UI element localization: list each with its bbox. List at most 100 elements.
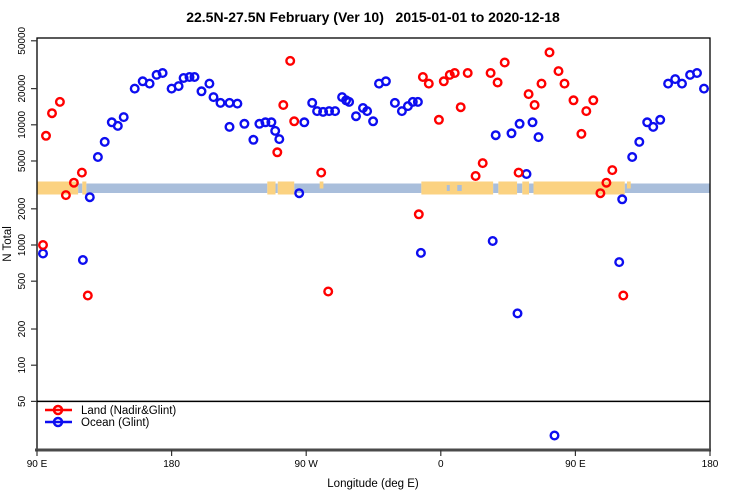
- data-point: [581, 106, 592, 117]
- legend-ocean-label: Ocean (Glint): [81, 417, 150, 429]
- data-point: [544, 47, 555, 58]
- data-point: [92, 151, 103, 162]
- data-point: [299, 117, 310, 128]
- data-point: [492, 77, 503, 88]
- data-point: [248, 134, 259, 145]
- band-overlay-land: [319, 181, 324, 189]
- data-point: [380, 76, 391, 87]
- data-point: [607, 165, 618, 176]
- band-overlay-land: [626, 181, 631, 189]
- data-point: [47, 108, 58, 119]
- data-point: [274, 134, 285, 145]
- data-point: [224, 121, 235, 132]
- data-point: [368, 116, 379, 127]
- data-point: [189, 71, 200, 82]
- data-point: [444, 69, 455, 80]
- data-point: [38, 248, 49, 259]
- x-tick-label: 180: [702, 459, 719, 470]
- data-point: [529, 99, 540, 110]
- data-point: [232, 98, 243, 109]
- data-point: [196, 86, 207, 97]
- data-point: [576, 128, 587, 139]
- data-point: [601, 177, 612, 188]
- band-segment-ocean: [78, 183, 83, 193]
- data-point: [324, 106, 335, 117]
- data-point: [318, 106, 329, 117]
- band-overlay-ocean: [446, 185, 450, 191]
- data-point: [254, 118, 265, 129]
- data-point: [655, 114, 666, 125]
- data-point: [157, 67, 168, 78]
- data-point: [407, 96, 418, 107]
- data-point: [487, 235, 498, 246]
- data-point: [266, 117, 277, 128]
- land-series: [38, 47, 629, 301]
- data-point: [521, 168, 532, 179]
- band-segment-land: [498, 181, 518, 195]
- data-point: [77, 255, 88, 266]
- band-segment-ocean: [275, 183, 278, 193]
- data-point: [523, 89, 534, 100]
- band-overlay-ocean: [457, 185, 462, 191]
- data-point: [627, 151, 638, 162]
- data-point: [68, 177, 79, 188]
- data-point: [513, 167, 524, 178]
- data-point: [490, 130, 501, 141]
- data-point: [118, 112, 129, 123]
- band-segment-land: [267, 181, 276, 195]
- data-point: [553, 66, 564, 77]
- data-point: [648, 121, 659, 132]
- y-tick-label: 20000: [17, 74, 28, 102]
- data-point: [413, 209, 424, 220]
- band-segment-ocean: [86, 183, 268, 193]
- data-point: [316, 167, 327, 178]
- data-point: [533, 132, 544, 143]
- data-point: [60, 190, 71, 201]
- data-point: [692, 67, 703, 78]
- data-point: [618, 290, 629, 301]
- data-point: [670, 74, 681, 85]
- data-point: [270, 125, 281, 136]
- legend-land-label: Land (Nadir&Glint): [81, 405, 176, 417]
- data-point: [312, 106, 323, 117]
- data-point: [41, 130, 52, 141]
- data-point: [344, 96, 355, 107]
- y-tick-label: 50000: [17, 26, 28, 54]
- data-point: [204, 78, 215, 89]
- band-segment-ocean: [529, 183, 534, 193]
- data-point: [362, 106, 373, 117]
- x-axis-label: Longitude (deg E): [327, 478, 419, 490]
- data-point: [173, 81, 184, 92]
- band-segment-land: [82, 181, 87, 195]
- data-point: [54, 96, 65, 107]
- data-point: [536, 78, 547, 89]
- y-tick-label: 10000: [17, 110, 28, 138]
- y-tick-label: 2000: [17, 197, 28, 220]
- data-point: [462, 67, 473, 78]
- data-point: [595, 188, 606, 199]
- data-point: [614, 257, 625, 268]
- data-point: [330, 106, 341, 117]
- data-point: [323, 286, 334, 297]
- band-segment-ocean: [294, 183, 422, 193]
- data-point: [351, 111, 362, 122]
- data-point: [112, 120, 123, 131]
- band-segment-land: [277, 181, 295, 195]
- data-point: [663, 78, 674, 89]
- data-point: [285, 55, 296, 66]
- data-point: [549, 430, 560, 441]
- data-point: [38, 239, 49, 250]
- data-point: [84, 192, 95, 203]
- y-tick-label: 100: [17, 356, 28, 373]
- y-tick-label: 5000: [17, 149, 28, 172]
- data-point: [499, 57, 510, 68]
- chart-title: 22.5N-27.5N February (Ver 10) 2015-01-01…: [186, 9, 560, 25]
- y-tick-label: 500: [17, 272, 28, 289]
- y-axis-label: N Total: [2, 226, 14, 262]
- ocean-series: [38, 67, 710, 441]
- y-tick-label: 1000: [17, 233, 28, 256]
- data-point: [184, 71, 195, 82]
- data-point: [514, 118, 525, 129]
